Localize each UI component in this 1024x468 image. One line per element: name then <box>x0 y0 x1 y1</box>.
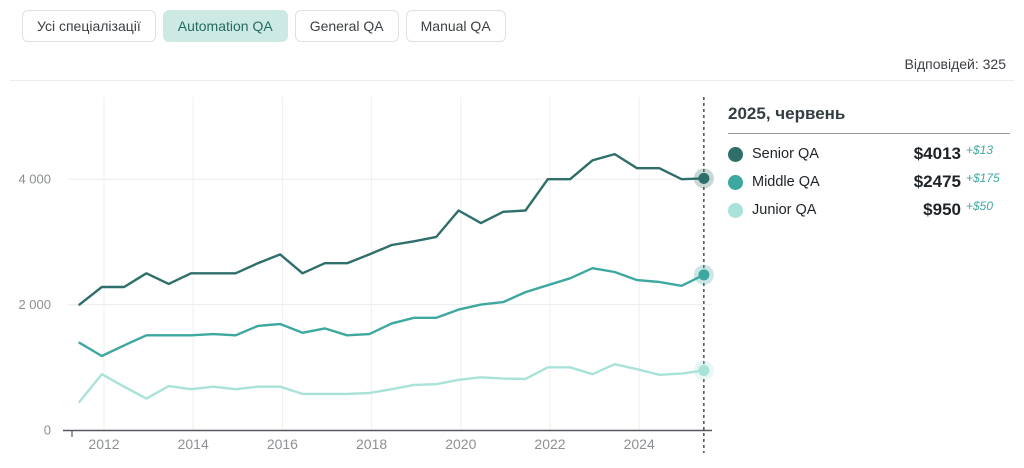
responses-count: Відповідей: 325 <box>904 56 1006 72</box>
junior-series-color-dot <box>728 202 743 218</box>
tab-general-qa[interactable]: General QA <box>294 10 399 42</box>
x-axis-tick-label: 2022 <box>534 436 565 452</box>
header-divider <box>10 80 1014 81</box>
senior-series-value: $4013 <box>913 144 961 163</box>
middle-series-color-dot <box>728 174 743 190</box>
middle-series-value: $2475 <box>913 172 961 191</box>
legend-period-title: 2025, червень <box>728 104 1010 134</box>
series-line-senior-qa <box>78 152 706 306</box>
x-axis-tick-label: 2018 <box>356 436 387 452</box>
x-axis-tick-label: 2012 <box>88 436 119 452</box>
x-axis-tick-label: 2024 <box>624 436 655 452</box>
legend-row-junior: Junior QA $950 +$50 <box>728 196 1010 224</box>
tab-all-specializations[interactable]: Усі спеціалізації <box>22 10 156 42</box>
series-line-junior-qa <box>78 363 706 403</box>
junior-series-delta: +$50 <box>966 199 994 213</box>
senior-series-color-dot <box>728 146 743 162</box>
chart-legend: 2025, червень Senior QA $4013 +$13 Middl… <box>728 104 1010 224</box>
specialization-tabs: Усі спеціалізації Automation QA General … <box>22 10 506 42</box>
y-axis-tick-label: 0 <box>44 423 51 438</box>
y-axis-tick-label: 2 000 <box>18 297 51 312</box>
junior-series-value: $950 <box>923 200 961 219</box>
middle-series-label: Middle QA <box>752 174 820 190</box>
senior-series-delta: +$13 <box>966 143 994 157</box>
end-marker-dot <box>698 172 710 184</box>
senior-series-label: Senior QA <box>752 146 819 162</box>
x-axis-tick-label: 2014 <box>178 436 209 452</box>
end-marker-halo <box>693 168 714 189</box>
tab-automation-qa[interactable]: Automation QA <box>162 10 288 42</box>
end-marker-dot <box>698 269 710 281</box>
series-line-middle-qa <box>78 267 706 358</box>
legend-row-middle: Middle QA $2475 +$175 <box>728 168 1010 196</box>
tab-manual-qa[interactable]: Manual QA <box>405 10 506 42</box>
end-marker-dot <box>698 364 710 376</box>
middle-series-delta: +$175 <box>966 171 1000 185</box>
x-axis-tick-label: 2016 <box>267 436 298 452</box>
junior-series-label: Junior QA <box>752 202 817 218</box>
salary-line-chart: 0 2 000 4 000 2012 2014 2016 2018 2020 2022 2024 <box>18 97 714 453</box>
x-axis-tick-label: 2020 <box>445 436 476 452</box>
end-marker-halo <box>693 360 714 381</box>
legend-row-senior: Senior QA $4013 +$13 <box>728 140 1010 168</box>
end-marker-halo <box>693 264 714 285</box>
legend-rows: Senior QA $4013 +$13 Middle QA $2475 +$1… <box>728 140 1010 224</box>
y-axis-tick-label: 4 000 <box>18 172 51 187</box>
